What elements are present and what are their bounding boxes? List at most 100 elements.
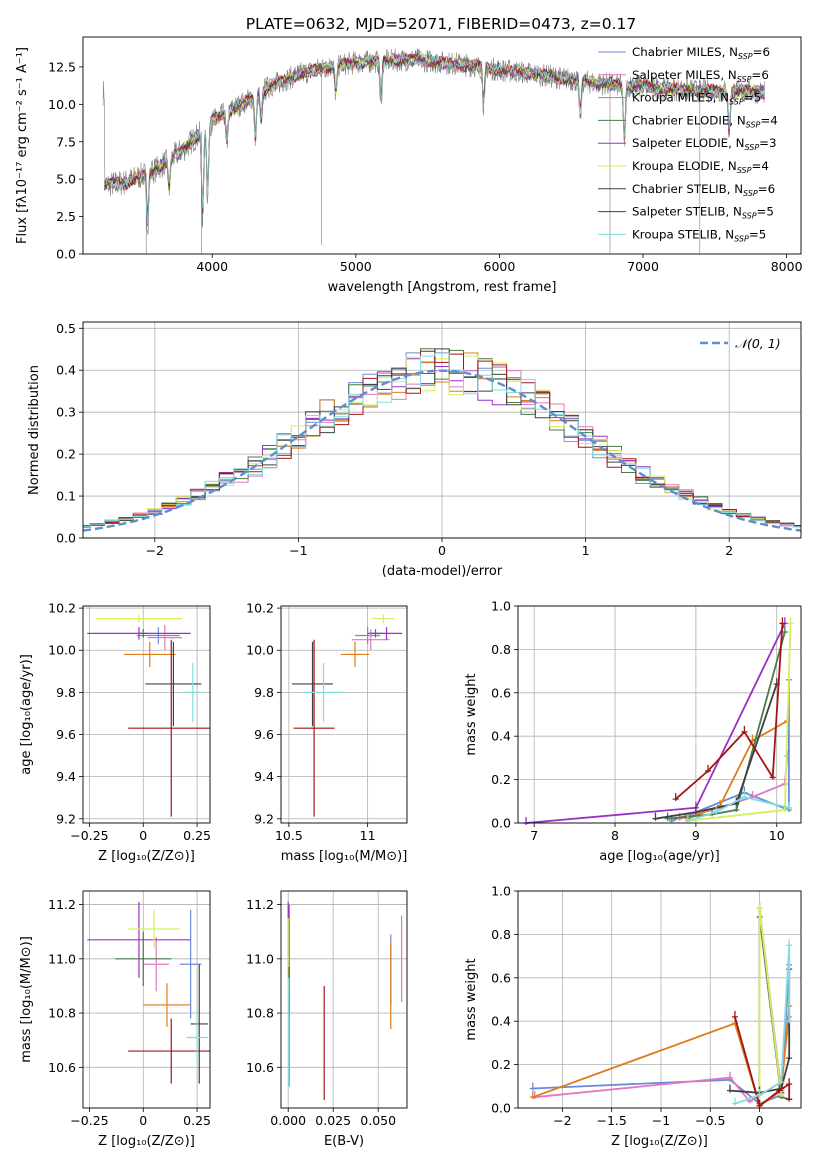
histogram-kroupa_stelib	[83, 352, 801, 528]
legend-entry: Kroupa STELIB, NSSP=5	[632, 227, 766, 243]
x-tick-label: −0.25	[70, 1113, 108, 1128]
y-tick-label: 0.2	[56, 447, 76, 462]
legend-entry: Kroupa MILES, NSSP=5	[632, 91, 761, 107]
errorbar-point	[123, 641, 176, 668]
plot-area-residuals	[83, 348, 801, 532]
weight-marker	[727, 1084, 734, 1093]
axes-z_age: −0.25 0 0.25 9.2 9.4 9.6 9.8 10.0 10.2 Z [log₁₀(Z…	[19, 601, 211, 864]
axes-mass_age: 10.5 11 9.2 9.4 9.6 9.8 10.0 10.2 mass [log₁₀(M/…	[246, 601, 408, 864]
weight-marker	[684, 814, 691, 823]
model-line-kroupa_stelib	[104, 53, 765, 224]
x-tick-label: 11	[360, 828, 376, 843]
y-tick-label: 0.2	[491, 772, 511, 787]
y-tick-label: 11.0	[48, 951, 76, 966]
weight-marker	[779, 617, 786, 626]
errorbar-point	[95, 614, 183, 623]
errorbar-point	[372, 614, 395, 623]
weight-line	[687, 720, 788, 820]
weight-marker	[776, 1084, 783, 1093]
y-tick-label: 10.2	[48, 601, 76, 616]
weight-marker	[781, 803, 788, 812]
y-tick-label: 10.0	[48, 97, 76, 112]
x-tick-label: 0	[756, 1113, 764, 1128]
x-axis-label: wavelength [Angstrom, rest frame]	[328, 280, 557, 295]
weight-marker	[731, 1010, 738, 1019]
x-tick-label: 8	[611, 828, 619, 843]
x-tick-label: −1	[652, 1113, 670, 1128]
weight-marker	[741, 725, 748, 734]
x-tick-label: 0.050	[360, 1113, 396, 1128]
y-tick-label: 10.0	[48, 643, 76, 658]
y-tick-label: 11.2	[246, 897, 274, 912]
y-tick-label: 9.8	[56, 685, 76, 700]
y-axis-label: age [log₁₀(age/yr)]	[19, 654, 34, 775]
y-tick-label: 9.6	[56, 727, 76, 742]
y-tick-label: 10.6	[48, 1060, 76, 1075]
y-axis-label: Normed distribution	[27, 365, 42, 495]
y-tick-label: 0.3	[56, 405, 76, 420]
y-tick-label: 11.2	[48, 897, 76, 912]
plot-area-ebv_mass	[287, 901, 403, 1100]
weight-marker	[749, 790, 756, 799]
x-tick-label: 6000	[484, 259, 516, 274]
errorbar-point	[87, 627, 191, 640]
weight-marker	[756, 1099, 763, 1108]
x-tick-label: 4000	[196, 259, 228, 274]
x-tick-label: 9	[692, 828, 700, 843]
weight-marker	[787, 617, 794, 626]
legend-entry: Chabrier STELIB, NSSP=6	[632, 182, 775, 198]
x-tick-label: 0.025	[315, 1113, 351, 1128]
errorbar-point	[370, 627, 403, 640]
errorbar-point	[293, 639, 335, 817]
x-tick-label: −1	[289, 543, 307, 558]
x-tick-label: −2	[146, 543, 164, 558]
y-tick-label: 5.0	[56, 172, 76, 187]
weight-marker	[778, 1075, 785, 1084]
legend-entry: Kroupa ELODIE, NSSP=4	[632, 159, 769, 175]
weight-marker	[523, 817, 530, 825]
x-tick-label: 10	[769, 828, 785, 843]
weight-marker	[692, 806, 699, 815]
normal-curve	[83, 369, 801, 532]
y-tick-label: 10.8	[246, 1006, 274, 1021]
y-tick-label: 0.8	[491, 642, 511, 657]
errorbar-point	[351, 629, 390, 651]
model-line-salpeter_stelib	[104, 53, 765, 217]
y-tick-label: 0.0	[56, 531, 76, 546]
plot-area-z_mass	[87, 901, 210, 1084]
errorbar-point	[128, 1018, 210, 1084]
errorbar-point	[179, 909, 202, 1019]
x-tick-label: 8000	[771, 259, 803, 274]
errorbar-point	[143, 937, 170, 992]
x-axis-label: (data-model)/error	[382, 564, 503, 579]
plot-area-z_age	[87, 614, 210, 817]
weight-marker	[786, 1052, 793, 1061]
plot-area-mass_age	[292, 614, 403, 817]
axes-frame	[517, 605, 802, 824]
y-tick-label: 0.0	[56, 247, 76, 262]
legend-entry: Chabrier ELODIE, NSSP=4	[632, 113, 778, 129]
weight-marker	[731, 1097, 738, 1106]
legend-entry: Salpeter MILES, NSSP=6	[632, 68, 769, 84]
y-tick-label: 9.2	[254, 811, 274, 826]
weight-marker	[529, 1091, 536, 1100]
x-tick-label: −1.5	[596, 1113, 626, 1128]
axes-z_mass: −0.25 0 0.25 10.6 10.8 11.0 11.2 Z [log₁₀(Z/Z⊙)…	[19, 890, 211, 1149]
x-axis-label: Z [log₁₀(Z/Z⊙)]	[98, 849, 195, 864]
errorbar-point	[190, 964, 208, 1084]
x-tick-label: −0.25	[70, 828, 108, 843]
weight-marker	[781, 626, 788, 635]
y-tick-label: 0.4	[491, 1014, 511, 1029]
axes-spectrum: 4000 5000 6000 7000 8000 0.0 2.5 5.0 7.5 10.0 12.5…	[15, 36, 803, 295]
axes-frame	[82, 890, 211, 1109]
errorbar-point	[128, 639, 210, 817]
figure-title: PLATE=0632, MJD=52071, FIBERID=0473, z=0…	[246, 15, 636, 33]
weight-marker	[786, 1015, 793, 1024]
legend-spectrum: Chabrier MILES, NSSP=6 Salpeter MILES, NS…	[598, 45, 778, 243]
x-tick-label: −2	[553, 1113, 571, 1128]
errorbar-point	[87, 901, 191, 978]
y-tick-label: 0.4	[56, 363, 76, 378]
weight-marker	[652, 812, 659, 821]
x-tick-label: 0	[139, 1113, 147, 1128]
legend-entry: Chabrier MILES, NSSP=6	[632, 45, 770, 61]
